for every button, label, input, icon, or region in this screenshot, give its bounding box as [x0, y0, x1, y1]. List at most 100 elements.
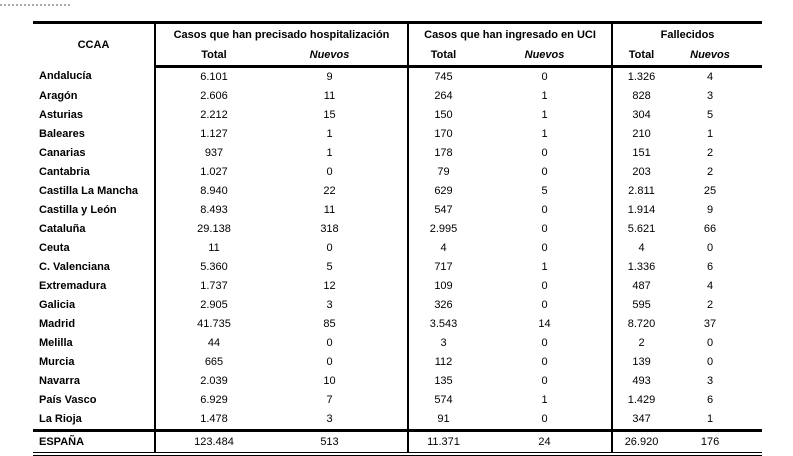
hosp-total: 29.138	[154, 220, 272, 239]
table-row: Cataluña 29.138 318 2.995 0 5.621 66	[33, 220, 762, 239]
fallecidos-nuevos: 3	[706, 90, 714, 102]
fallecidos-total: 139	[611, 353, 671, 372]
region-name: Baleares	[39, 128, 85, 140]
region-name: Melilla	[39, 337, 73, 349]
table-row: Extremadura 1.737 12 109 0 487 4	[33, 277, 762, 296]
hosp-total: 1.027	[154, 163, 272, 182]
subheader-nuevos: Nuevos	[478, 46, 613, 68]
hosp-total: 11	[154, 239, 272, 258]
region-name: La Rioja	[39, 413, 82, 425]
region-name: Ceuta	[39, 242, 70, 254]
hosp-nuevos: 9	[326, 71, 333, 83]
table-row: Castilla La Mancha 8.940 22 629 5 2.811 25	[33, 182, 762, 201]
region-name: Castilla La Mancha	[39, 185, 139, 197]
region-name: Castilla y León	[39, 204, 117, 216]
hosp-total: 2.905	[154, 296, 272, 315]
uci-total: 629	[407, 182, 478, 201]
table-row: Canarias 937 1 178 0 151 2	[33, 144, 762, 163]
uci-nuevos: 24	[478, 429, 613, 456]
hosp-total: 6.929	[154, 391, 272, 410]
uci-nuevos: 5	[541, 185, 548, 197]
fallecidos-nuevos: 0	[706, 337, 714, 349]
fallecidos-total: 8.720	[611, 315, 671, 334]
fallecidos-total: 2	[611, 334, 671, 353]
fallecidos-total: 2.811	[611, 182, 671, 201]
hosp-total: 937	[154, 144, 272, 163]
uci-total: 717	[407, 258, 478, 277]
fallecidos-total: 487	[611, 277, 671, 296]
hosp-total: 2.606	[154, 87, 272, 106]
hosp-total: 2.039	[154, 372, 272, 391]
uci-total: 109	[407, 277, 478, 296]
table-row: Melilla 44 0 3 0 2 0	[33, 334, 762, 353]
uci-total: 91	[407, 410, 478, 431]
fallecidos-nuevos: 4	[706, 71, 714, 83]
fallecidos-nuevos: 4	[706, 280, 714, 292]
uci-nuevos: 1	[541, 394, 548, 406]
region-name: Asturias	[39, 109, 84, 121]
uci-total: 79	[407, 163, 478, 182]
table-row: País Vasco 6.929 7 574 1 1.429 6	[33, 391, 762, 410]
table-row: Madrid 41.735 85 3.543 14 8.720 37	[33, 315, 762, 334]
hosp-total: 6.101	[154, 66, 272, 87]
hosp-nuevos: 0	[326, 337, 333, 349]
uci-nuevos: 1	[541, 261, 548, 273]
fallecidos-nuevos: 9	[706, 204, 714, 216]
fallecidos-total: 1.429	[611, 391, 671, 410]
region-name: Murcia	[39, 356, 75, 368]
uci-total: 547	[407, 201, 478, 220]
fallecidos-total: 493	[611, 372, 671, 391]
uci-nuevos: 0	[541, 356, 548, 368]
hosp-total: 2.212	[154, 106, 272, 125]
uci-nuevos: 0	[541, 280, 548, 292]
region-name: País Vasco	[39, 394, 97, 406]
hosp-total: 123.484	[154, 429, 272, 456]
fallecidos-total: 1.914	[611, 201, 671, 220]
fallecidos-total: 5.621	[611, 220, 671, 239]
uci-total: 178	[407, 144, 478, 163]
header-ccaa: CCAA	[33, 21, 155, 67]
table-row: Murcia 665 0 112 0 139 0	[33, 353, 762, 372]
uci-total: 135	[407, 372, 478, 391]
hosp-nuevos: 22	[323, 185, 336, 197]
region-name: Canarias	[39, 147, 86, 159]
hosp-nuevos: 11	[323, 204, 336, 216]
hosp-nuevos: 0	[326, 166, 333, 178]
fallecidos-total: 1.326	[611, 66, 671, 87]
hosp-total: 8.493	[154, 201, 272, 220]
hosp-nuevos: 3	[326, 413, 333, 425]
uci-total: 264	[407, 87, 478, 106]
hosp-nuevos: 1	[326, 128, 333, 140]
uci-total: 745	[407, 66, 478, 87]
table-row: Andalucía 6.101 9 745 0 1.326 4	[33, 66, 762, 87]
subheader-total: Total	[154, 46, 272, 68]
region-name: Cataluña	[39, 223, 86, 235]
hosp-total: 41.735	[154, 315, 272, 334]
fallecidos-total: 203	[611, 163, 671, 182]
region-name: C. Valenciana	[39, 261, 110, 273]
fallecidos-total: 4	[611, 239, 671, 258]
uci-total: 574	[407, 391, 478, 410]
fallecidos-total: 595	[611, 296, 671, 315]
uci-total: 4	[407, 239, 478, 258]
uci-nuevos: 1	[541, 128, 548, 140]
fallecidos-nuevos: 6	[706, 261, 714, 273]
table-row: C. Valenciana 5.360 5 717 1 1.336 6	[33, 258, 762, 277]
subheader-nuevos: Nuevos	[272, 46, 408, 68]
table-row: Castilla y León 8.493 11 547 0 1.914 9	[33, 201, 762, 220]
hosp-nuevos: 12	[323, 280, 336, 292]
hosp-nuevos: 318	[320, 223, 339, 235]
uci-nuevos: 0	[541, 223, 548, 235]
uci-nuevos: 1	[541, 90, 548, 102]
region-name: Madrid	[39, 318, 76, 330]
region-name: Andalucía	[39, 70, 92, 83]
table-row: Ceuta 11 0 4 0 4 0	[33, 239, 762, 258]
uci-total: 11.371	[407, 429, 478, 456]
cropped-text-fragment	[0, 0, 70, 6]
region-name: Aragón	[39, 90, 78, 102]
hosp-nuevos: 513	[272, 429, 408, 456]
uci-nuevos: 14	[538, 318, 551, 330]
uci-total: 170	[407, 125, 478, 144]
hosp-total: 1.737	[154, 277, 272, 296]
uci-nuevos: 0	[541, 413, 548, 425]
